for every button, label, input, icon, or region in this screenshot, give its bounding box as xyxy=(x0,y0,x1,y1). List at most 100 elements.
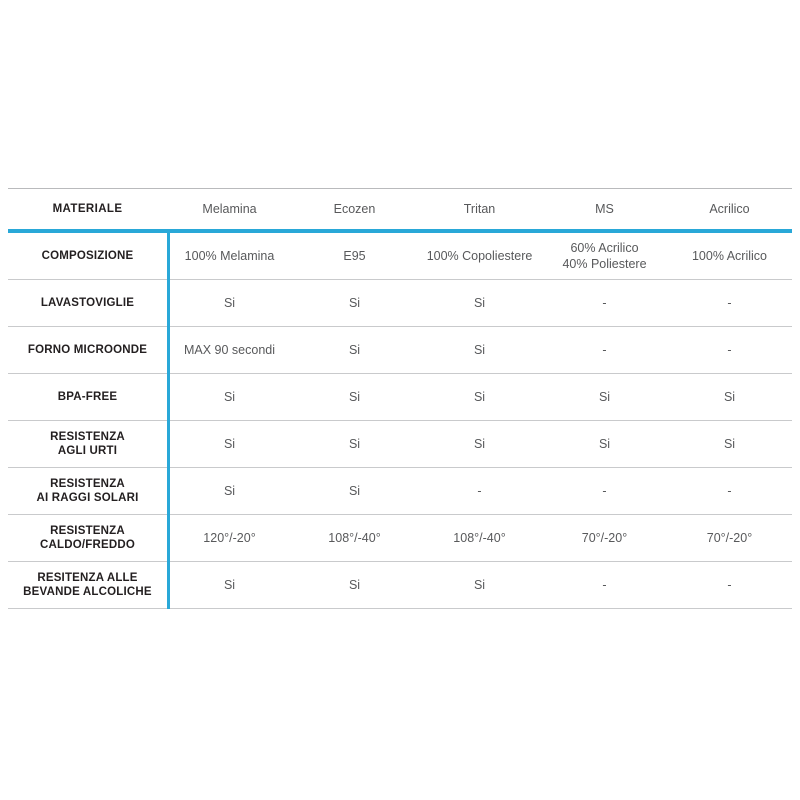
row-cell-tritan: Si xyxy=(417,421,542,467)
cell-line: 60% Acrilico xyxy=(570,240,639,255)
row-label: RESITENZA ALLE BEVANDE ALCOLICHE xyxy=(8,562,167,608)
label-column-accent-divider xyxy=(167,233,170,609)
row-cell-acrilico: 100% Acrilico xyxy=(667,233,792,279)
row-divider xyxy=(8,279,792,280)
row-cell-tritan: 108°/-40° xyxy=(417,515,542,561)
header-cell-acrilico: Acrilico xyxy=(709,201,750,216)
row-label-line: RESISTENZA xyxy=(50,524,125,537)
row-cell-ecozen: Si xyxy=(292,374,417,420)
row-label: RESISTENZA AI RAGGI SOLARI xyxy=(8,468,167,514)
row-cell-melamina: Si xyxy=(167,421,292,467)
cell-line: 100% Melamina xyxy=(184,248,275,263)
row-label-line: AI RAGGI SOLARI xyxy=(36,492,139,504)
cell-line: Si xyxy=(348,295,361,310)
table-row: FORNO MICROONDE MAX 90 secondi Si Si - - xyxy=(8,327,792,373)
row-cell-melamina: Si xyxy=(167,468,292,514)
cell-line: - xyxy=(602,295,607,310)
row-cell-ms: - xyxy=(542,280,667,326)
cell-line: - xyxy=(477,483,482,498)
row-cell-ecozen: Si xyxy=(292,421,417,467)
row-cell-ecozen: 108°/-40° xyxy=(292,515,417,561)
header-cell-materiale: MATERIALE xyxy=(52,202,123,215)
row-label-line: FORNO MICROONDE xyxy=(27,343,148,356)
cell-line: 108°/-40° xyxy=(328,530,381,545)
cell-line: 40% Poliestere xyxy=(562,257,647,271)
row-cell-acrilico: Si xyxy=(667,374,792,420)
cell-line: Si xyxy=(473,342,486,357)
row-cell-acrilico: - xyxy=(667,468,792,514)
cell-line: 108°/-40° xyxy=(453,530,506,545)
row-divider xyxy=(8,420,792,421)
table-row: RESISTENZA CALDO/FREDDO 120°/-20° 108°/-… xyxy=(8,515,792,561)
row-cell-tritan: - xyxy=(417,468,542,514)
header-cell-tritan: Tritan xyxy=(463,201,496,216)
row-cell-tritan: Si xyxy=(417,327,542,373)
row-cell-tritan: Si xyxy=(417,562,542,608)
table-row: RESISTENZA AI RAGGI SOLARI Si Si - - xyxy=(8,468,792,514)
row-label-line: RESISTENZA xyxy=(50,477,125,490)
row-label: FORNO MICROONDE xyxy=(8,327,167,373)
row-divider xyxy=(8,467,792,468)
cell-line: Si xyxy=(223,389,236,404)
material-comparison-table: MATERIALE Melamina Ecozen Tritan MS Acri… xyxy=(8,188,792,609)
cell-line: Si xyxy=(348,577,361,592)
cell-line: Si xyxy=(348,436,361,451)
cell-line: Si xyxy=(348,483,361,498)
cell-line: 70°/-20° xyxy=(706,530,753,545)
row-cell-tritan: Si xyxy=(417,280,542,326)
cell-line: Si xyxy=(348,342,361,357)
cell-line: - xyxy=(727,577,732,592)
row-label: RESISTENZA AGLI URTI xyxy=(8,421,167,467)
row-cell-acrilico: - xyxy=(667,280,792,326)
table-row: LAVASTOVIGLIE Si Si Si - - xyxy=(8,280,792,326)
cell-line: Si xyxy=(223,295,236,310)
cell-line: Si xyxy=(723,389,736,404)
row-cell-ms: 70°/-20° xyxy=(542,515,667,561)
row-cell-ms: - xyxy=(542,327,667,373)
row-label: LAVASTOVIGLIE xyxy=(8,280,167,326)
cell-line: 100% Copoliestere xyxy=(426,248,533,263)
cell-line: - xyxy=(602,483,607,498)
cell-line: E95 xyxy=(343,248,366,263)
row-cell-ms: Si xyxy=(542,421,667,467)
cell-line: Si xyxy=(473,577,486,592)
row-label-line: RESISTENZA xyxy=(50,430,125,443)
row-cell-ms: - xyxy=(542,468,667,514)
cell-line: MAX 90 secondi xyxy=(183,342,276,357)
row-label: BPA-FREE xyxy=(8,374,167,420)
row-cell-tritan: 100% Copoliestere xyxy=(417,233,542,279)
table-row: RESISTENZA AGLI URTI Si Si Si Si Si xyxy=(8,421,792,467)
cell-line: Si xyxy=(598,389,611,404)
cell-line: Si xyxy=(598,436,611,451)
row-cell-acrilico: - xyxy=(667,562,792,608)
cell-line: Si xyxy=(723,436,736,451)
row-cell-ecozen: Si xyxy=(292,327,417,373)
cell-line: Si xyxy=(473,389,486,404)
row-label-line: AGLI URTI xyxy=(57,445,118,457)
table-header-row: MATERIALE Melamina Ecozen Tritan MS Acri… xyxy=(8,189,792,229)
cell-line: - xyxy=(727,342,732,357)
row-label-line: CALDO/FREDDO xyxy=(39,539,136,551)
row-label-line: LAVASTOVIGLIE xyxy=(40,296,135,309)
row-label: RESISTENZA CALDO/FREDDO xyxy=(8,515,167,561)
cell-line: - xyxy=(602,342,607,357)
cell-line: Si xyxy=(223,577,236,592)
row-label: COMPOSIZIONE xyxy=(8,233,167,279)
row-cell-ecozen: E95 xyxy=(292,233,417,279)
row-divider xyxy=(8,326,792,327)
header-accent-rule xyxy=(8,229,792,233)
cell-line: - xyxy=(602,577,607,592)
row-label-line: BEVANDE ALCOLICHE xyxy=(23,586,152,598)
row-cell-melamina: Si xyxy=(167,562,292,608)
row-cell-acrilico: - xyxy=(667,327,792,373)
row-cell-melamina: Si xyxy=(167,374,292,420)
row-divider xyxy=(8,514,792,515)
row-cell-ecozen: Si xyxy=(292,280,417,326)
row-cell-ecozen: Si xyxy=(292,468,417,514)
row-cell-ms: 60% Acrilico 40% Poliestere xyxy=(542,233,667,279)
cell-line: 120°/-20° xyxy=(203,530,256,545)
cell-line: Si xyxy=(223,483,236,498)
row-cell-ms: - xyxy=(542,562,667,608)
cell-line: - xyxy=(727,483,732,498)
row-cell-acrilico: 70°/-20° xyxy=(667,515,792,561)
